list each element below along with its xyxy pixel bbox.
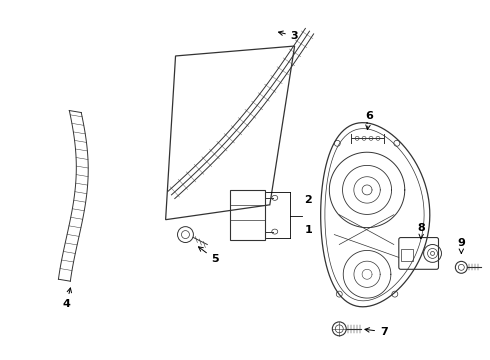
Text: 3: 3 [278,31,298,41]
Text: 7: 7 [365,327,388,337]
Text: 8: 8 [418,222,425,239]
Text: 6: 6 [365,111,373,130]
Text: 4: 4 [62,288,72,309]
Text: 1: 1 [305,225,312,235]
Text: 2: 2 [305,195,312,205]
Text: 9: 9 [457,238,465,253]
Text: 5: 5 [198,247,219,264]
